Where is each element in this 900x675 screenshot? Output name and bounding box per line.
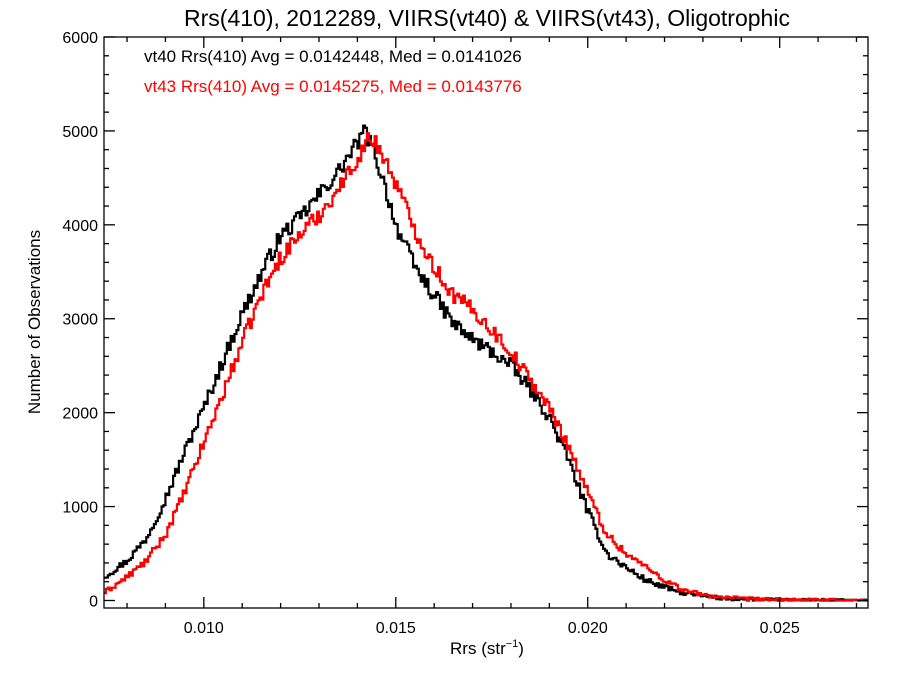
chart-title: Rrs(410), 2012289, VIIRS(vt40) & VIIRS(v…	[184, 5, 790, 31]
x-tick-label: 0.020	[568, 620, 608, 637]
x-tick-label: 0.025	[760, 620, 800, 637]
y-tick-label: 6000	[62, 30, 98, 47]
series-layer	[104, 124, 868, 602]
x-axis: 0.010 0.015 0.020 0.025	[126, 37, 858, 637]
series-vt43-histogram	[104, 132, 868, 602]
x-axis-label-sup: −1	[506, 638, 519, 650]
y-axis-label: Number of Observations	[25, 230, 44, 414]
legend-entry-vt40: vt40 Rrs(410) Avg = 0.0142448, Med = 0.0…	[144, 47, 522, 66]
x-tick-label: 0.010	[184, 620, 224, 637]
legend-entry-vt43: vt43 Rrs(410) Avg = 0.0145275, Med = 0.0…	[144, 77, 522, 96]
y-tick-label: 4000	[62, 218, 98, 235]
x-axis-label-end: )	[518, 639, 524, 658]
x-axis-label: Rrs (str−1)	[450, 638, 524, 658]
series-vt40-histogram	[104, 124, 868, 602]
y-tick-label: 0	[89, 593, 98, 610]
plot-frame	[103, 36, 869, 609]
y-tick-label: 1000	[62, 500, 98, 517]
y-tick-label: 5000	[62, 124, 98, 141]
y-axis: 0 1000 2000 3000 4000 5000 6000	[62, 30, 868, 610]
x-tick-label: 0.015	[376, 620, 416, 637]
x-axis-label-main: Rrs (str	[450, 639, 506, 658]
y-tick-label: 3000	[62, 312, 98, 329]
y-tick-label: 2000	[62, 406, 98, 423]
